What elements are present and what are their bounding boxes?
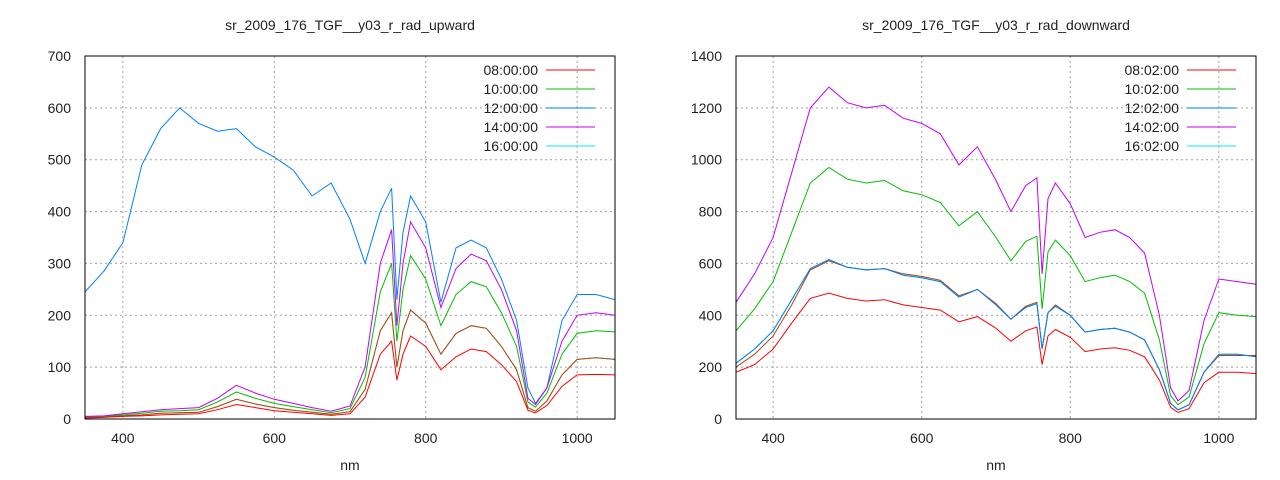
y-tick-label: 200	[48, 307, 72, 323]
x-tick-label: 800	[1059, 430, 1083, 446]
y-tick-label: 800	[699, 204, 723, 220]
y-tick-label: 300	[48, 255, 72, 271]
plot-frame	[735, 55, 1257, 420]
y-tick-label: 400	[699, 307, 723, 323]
x-tick-label: 400	[111, 430, 135, 446]
y-tick-label: 0	[63, 411, 71, 427]
x-axis-label: nm	[340, 457, 359, 473]
legend-label: 08:02:00	[1125, 62, 1180, 78]
series-line-extra	[85, 309, 615, 418]
x-tick-label: 600	[263, 430, 287, 446]
series-line-08:00:00	[85, 335, 615, 419]
y-tick-label: 1400	[691, 48, 722, 64]
legend-label: 10:00:00	[484, 81, 539, 97]
x-axis-label: nm	[986, 457, 1005, 473]
y-tick-label: 200	[699, 359, 723, 375]
x-tick-label: 400	[761, 430, 785, 446]
y-tick-label: 700	[48, 48, 72, 64]
x-tick-label: 1000	[1203, 430, 1234, 446]
chart-panel-0: 0 100 200 300 400 500 600 700 400 600 800 1000 sr_20…	[48, 17, 616, 473]
series-line-08:02:00	[736, 292, 1256, 414]
legend-label: 14:02:00	[1125, 119, 1180, 135]
series-line-12:02:00	[736, 258, 1256, 411]
x-tick-label: 1000	[562, 430, 593, 446]
legend-label: 08:00:00	[484, 62, 539, 78]
y-tick-label: 1000	[691, 152, 722, 168]
chart-panel-1: 0 200 400 600 800 1000 1200 1400 400 600 800 1000 sr…	[691, 17, 1257, 473]
legend-label: 16:02:00	[1125, 138, 1180, 154]
legend-label: 10:02:00	[1125, 81, 1180, 97]
legend-label: 16:00:00	[484, 138, 539, 154]
y-tick-label: 600	[48, 100, 72, 116]
series-line-12:00:00	[85, 107, 615, 405]
series-line-16:02:00	[736, 258, 1256, 411]
series-line-14:02:00	[736, 86, 1256, 402]
series-line-extra	[736, 260, 1256, 411]
chart-title: sr_2009_176_TGF__y03_r_rad_upward	[225, 17, 475, 33]
y-tick-label: 1200	[691, 100, 722, 116]
legend-label: 14:00:00	[484, 119, 539, 135]
legend-label: 12:00:00	[484, 100, 539, 116]
y-tick-label: 500	[48, 152, 72, 168]
series-line-14:00:00	[85, 220, 615, 417]
legend-label: 12:02:00	[1125, 100, 1180, 116]
y-tick-label: 600	[699, 255, 723, 271]
x-tick-label: 800	[414, 430, 438, 446]
y-tick-label: 400	[48, 204, 72, 220]
plot-frame	[84, 55, 616, 420]
series-line-10:00:00	[85, 254, 615, 418]
series-line-10:02:00	[736, 166, 1256, 406]
y-tick-label: 100	[48, 359, 72, 375]
x-tick-label: 600	[910, 430, 934, 446]
y-tick-label: 0	[714, 411, 722, 427]
series-line-16:00:00	[85, 309, 615, 418]
chart-title: sr_2009_176_TGF__y03_r_rad_downward	[862, 17, 1130, 33]
